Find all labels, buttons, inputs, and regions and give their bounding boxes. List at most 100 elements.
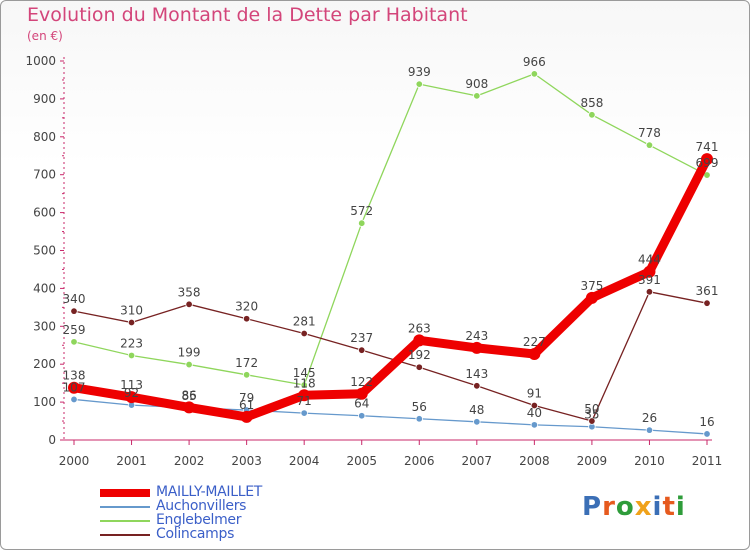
data-point <box>530 421 539 429</box>
data-label: 908 <box>465 77 488 91</box>
logo-letter: o <box>615 492 635 522</box>
data-label: 391 <box>638 273 661 287</box>
data-label: 444 <box>638 253 661 267</box>
data-point <box>185 300 193 309</box>
data-label: 138 <box>63 369 86 383</box>
data-label: 64 <box>354 397 369 411</box>
legend-item: Englebelmer <box>100 512 360 528</box>
y-tick-label: 300 <box>33 319 56 333</box>
data-label: 48 <box>469 403 484 417</box>
legend-item: Colincamps <box>100 526 360 542</box>
data-point <box>242 371 251 379</box>
x-tick-label: 2002 <box>174 454 205 468</box>
legend-label: Colincamps <box>156 526 235 542</box>
data-label: 71 <box>297 394 312 408</box>
data-point <box>185 360 193 369</box>
data-label: 35 <box>584 408 599 422</box>
data-point <box>300 329 308 338</box>
data-point <box>585 291 598 304</box>
x-tick-label: 2011 <box>692 454 723 468</box>
data-point <box>242 315 251 323</box>
data-point <box>70 395 78 404</box>
chart-legend: MAILLY-MAILLET Auchonvillers Englebelmer Co… <box>100 484 360 542</box>
data-label: 358 <box>178 285 201 299</box>
y-tick-label: 100 <box>33 395 56 409</box>
data-label: 79 <box>239 391 254 405</box>
data-label: 118 <box>293 376 316 390</box>
data-point <box>300 381 308 389</box>
chart-title: Evolution du Montant de la Dette par Hab… <box>27 4 468 26</box>
x-tick-label: 2004 <box>289 454 320 468</box>
data-label: 939 <box>408 65 431 79</box>
data-label: 16 <box>699 415 714 429</box>
legend-item: MAILLY-MAILLET <box>100 484 360 500</box>
x-tick-label: 2003 <box>231 454 262 468</box>
data-label: 340 <box>63 292 86 306</box>
y-tick-label: 900 <box>33 92 56 106</box>
data-point <box>415 80 423 88</box>
data-point <box>470 341 483 354</box>
y-tick-label: 700 <box>33 168 56 182</box>
legend-swatch <box>100 534 150 536</box>
data-label: 375 <box>580 279 603 293</box>
logo-letter: t <box>662 492 676 522</box>
legend-label: MAILLY-MAILLET <box>156 484 263 500</box>
y-tick-label: 500 <box>33 244 56 258</box>
logo-letter: x <box>634 492 653 522</box>
data-point <box>70 307 78 315</box>
data-point <box>473 418 481 426</box>
data-point <box>588 111 596 119</box>
data-point <box>645 141 654 149</box>
logo-letter: P <box>582 492 603 522</box>
data-point <box>183 401 196 414</box>
data-point <box>300 409 308 417</box>
legend-label: Englebelmer <box>156 512 242 528</box>
data-label: 858 <box>580 96 603 110</box>
data-label: 56 <box>412 400 427 414</box>
proxiti-logo: Proxiti <box>582 492 686 522</box>
data-point <box>588 417 596 425</box>
legend-item: Auchonvillers <box>100 498 360 514</box>
data-label: 122 <box>350 375 373 389</box>
data-point <box>528 347 541 360</box>
data-label: 85 <box>181 389 196 403</box>
data-point <box>643 265 656 278</box>
data-point <box>645 288 654 296</box>
x-tick-label: 2000 <box>59 454 90 468</box>
data-point <box>645 426 654 434</box>
series-line-colincamps <box>73 291 708 422</box>
legend-label: Auchonvillers <box>156 498 247 514</box>
data-label: 361 <box>696 284 719 298</box>
data-point <box>125 391 138 404</box>
data-point <box>415 363 423 371</box>
y-tick-label: 0 <box>48 433 56 447</box>
data-label: 86 <box>181 388 196 402</box>
data-point <box>240 410 253 423</box>
data-label: 320 <box>235 300 258 314</box>
data-label: 227 <box>523 335 546 349</box>
data-label: 61 <box>239 398 254 412</box>
data-label: 237 <box>350 331 373 345</box>
data-label: 259 <box>63 323 86 337</box>
data-point <box>701 153 713 166</box>
data-label: 966 <box>523 55 546 69</box>
line-chart: 0 100 200 300 400 500 600 700 800 900 1000 2000 2001… <box>25 54 723 468</box>
data-point <box>530 70 539 78</box>
data-label: 741 <box>696 140 719 154</box>
data-label: 92 <box>124 386 139 400</box>
data-label: 113 <box>120 378 143 392</box>
data-label: 572 <box>350 204 373 218</box>
data-label: 107 <box>63 380 86 394</box>
data-point <box>415 415 423 423</box>
data-point <box>530 401 539 410</box>
data-label: 310 <box>120 304 143 318</box>
data-point <box>68 381 80 394</box>
x-tick-label: 2001 <box>116 454 147 468</box>
x-tick-label: 2010 <box>634 454 665 468</box>
data-point <box>127 351 136 360</box>
data-point <box>355 387 368 400</box>
data-label: 778 <box>638 126 661 140</box>
logo-letter: i <box>652 492 663 522</box>
data-point <box>70 338 78 346</box>
y-tick-label: 200 <box>33 357 56 371</box>
